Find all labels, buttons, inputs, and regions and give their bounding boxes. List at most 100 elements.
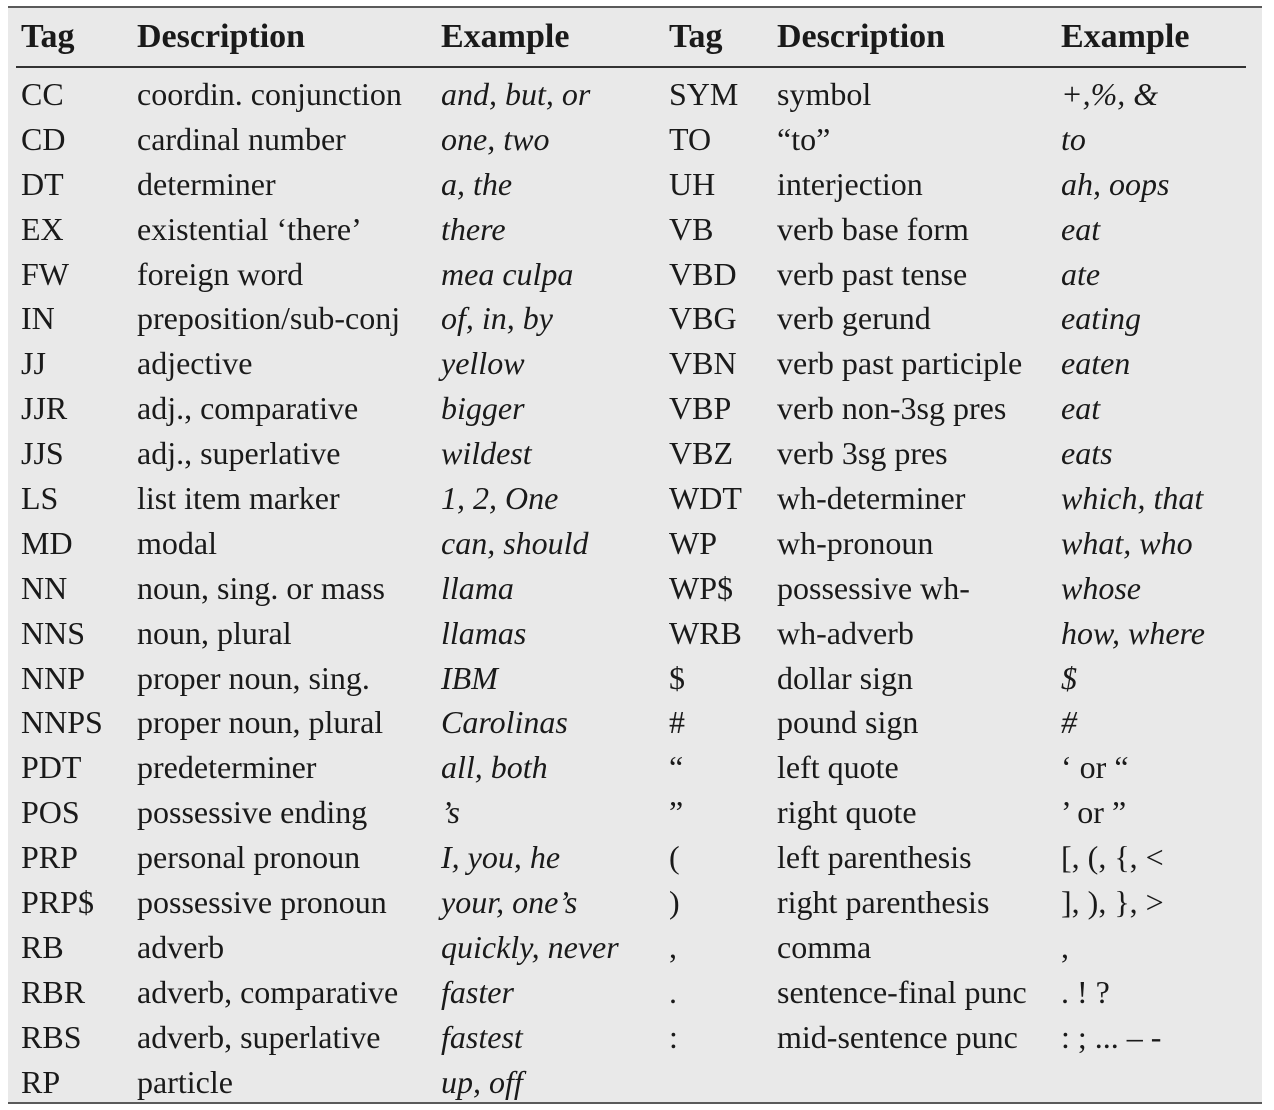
cell-description-left: modal <box>137 524 217 561</box>
cell-description-right: left quote <box>777 749 899 786</box>
cell-example-right: ], ), }, > <box>1061 883 1164 920</box>
cell-example-left: fastest <box>441 1018 523 1055</box>
cell-description-left: personal pronoun <box>137 839 361 876</box>
cell-description-left: possessive pronoun <box>137 883 387 920</box>
cell-example-right: eats <box>1061 435 1113 472</box>
table-row: RP particle up, off <box>16 1060 1246 1105</box>
cell-example-left: llamas <box>441 614 527 651</box>
cell-tag-right: TO <box>669 120 712 157</box>
cell-example-left: faster <box>441 973 514 1010</box>
cell-tag-left: CC <box>21 75 64 112</box>
cell-tag-left: PRP <box>21 839 78 876</box>
cell-description-left: noun, sing. or mass <box>137 569 385 606</box>
cell-example-right: eating <box>1061 300 1141 337</box>
cell-description-right: interjection <box>777 165 923 202</box>
cell-description-left: adverb, superlative <box>137 1018 381 1055</box>
cell-description-left: adjective <box>137 345 253 382</box>
cell-description-left: adverb, comparative <box>137 973 399 1010</box>
header-tag-left: Tag <box>16 8 132 68</box>
cell-description-right: verb gerund <box>777 300 931 337</box>
cell-description-right: right parenthesis <box>777 883 990 920</box>
table-row: NN noun, sing. or mass llama WP$ possessive … <box>16 566 1246 611</box>
table-frame: Tag Description Example Tag Description … <box>8 6 1262 1104</box>
cell-tag-left: PRP$ <box>21 883 94 920</box>
cell-description-left: adverb <box>137 928 225 965</box>
cell-example-right: eat <box>1061 210 1101 247</box>
cell-tag-right: VBG <box>669 300 737 337</box>
cell-description-left: preposition/sub-conj <box>137 300 401 337</box>
header-tag-right: Tag <box>664 8 772 68</box>
pos-tag-table: Tag Description Example Tag Description … <box>16 8 1246 1104</box>
cell-example-left: bigger <box>441 390 525 427</box>
cell-tag-right: VBD <box>669 255 737 292</box>
cell-example-left: all, both <box>441 749 548 786</box>
header-description-right: Description <box>772 8 1056 68</box>
cell-example-left: 1, 2, One <box>441 479 559 516</box>
cell-description-right: wh-determiner <box>777 479 966 516</box>
cell-example-left: Carolinas <box>441 704 568 741</box>
table-row: JJR adj., comparative bigger VBP verb non-3s… <box>16 386 1246 431</box>
cell-description-right: right quote <box>777 794 917 831</box>
cell-description-right: verb base form <box>777 210 969 247</box>
cell-description-left: noun, plural <box>137 614 292 651</box>
cell-description-left: coordin. conjunction <box>137 75 402 112</box>
cell-example-left: mea culpa <box>441 255 574 292</box>
header-row: Tag Description Example Tag Description … <box>16 8 1246 68</box>
cell-tag-left: NNS <box>21 614 86 651</box>
cell-description-right: verb past tense <box>777 255 968 292</box>
table-row: NNPS proper noun, plural Carolinas # pound s… <box>16 700 1246 745</box>
cell-description-right: wh-pronoun <box>777 524 934 561</box>
cell-description-right: comma <box>777 928 872 965</box>
cell-example-right: ’ or ” <box>1061 794 1127 831</box>
table-row: NNP proper noun, sing. IBM $ dollar sign $ <box>16 656 1246 701</box>
cell-example-right: eaten <box>1061 345 1131 382</box>
cell-description-right <box>772 1060 1056 1105</box>
cell-description-right: sentence-final punc <box>777 973 1027 1010</box>
cell-description-left: predeterminer <box>137 749 317 786</box>
cell-example-right: to <box>1061 120 1086 157</box>
cell-example-left: a, the <box>441 165 513 202</box>
table-row: EX existential ‘there’ there VB verb base fo… <box>16 207 1246 252</box>
cell-tag-left: RBR <box>21 973 86 1010</box>
table-row: DT determiner a, the UH interjection ah, oops <box>16 162 1246 207</box>
cell-example-right: how, where <box>1061 614 1205 651</box>
cell-tag-left: CD <box>21 120 66 157</box>
cell-tag-left: JJS <box>21 435 64 472</box>
cell-example-left: IBM <box>441 659 498 696</box>
cell-tag-right: VBP <box>669 390 732 427</box>
table-row: RBS adverb, superlative fastest: mid-senten… <box>16 1015 1246 1060</box>
cell-example-left: of, in, by <box>441 300 553 337</box>
cell-tag-right: WP$ <box>669 569 733 606</box>
cell-description-left: proper noun, plural <box>137 704 384 741</box>
cell-tag-left: JJ <box>21 345 46 382</box>
table-row: PRP personal pronoun I, you, he (left paren… <box>16 835 1246 880</box>
table-row: NNS noun, plural llamas WRB wh-adverb how, wh… <box>16 611 1246 656</box>
table-row: MD modal can, should WP wh-pronoun what, who <box>16 521 1246 566</box>
cell-tag-left: NNPS <box>21 704 103 741</box>
cell-example-left: can, should <box>441 524 589 561</box>
cell-example-right: whose <box>1061 569 1141 606</box>
cell-example-right: which, that <box>1061 479 1204 516</box>
cell-tag-right: : <box>669 1018 678 1055</box>
cell-example-left: yellow <box>441 345 525 382</box>
header-example-right: Example <box>1056 8 1246 68</box>
cell-description-right: wh-adverb <box>777 614 914 651</box>
cell-tag-left: POS <box>21 794 80 831</box>
cell-description-right: dollar sign <box>777 659 913 696</box>
cell-description-left: foreign word <box>137 255 304 292</box>
cell-tag-right: WP <box>669 524 717 561</box>
table-row: IN preposition/sub-conj of, in, by VBG verb … <box>16 296 1246 341</box>
cell-description-right: mid-sentence punc <box>777 1018 1018 1055</box>
table-row: PDT predeterminer all, both “ left quote ‘ or… <box>16 745 1246 790</box>
cell-example-left: your, one’s <box>441 883 578 920</box>
cell-example-right: # <box>1061 704 1077 741</box>
cell-tag-left: RB <box>21 928 64 965</box>
cell-description-left: list item marker <box>137 479 340 516</box>
cell-tag-right: WRB <box>669 614 742 651</box>
cell-example-left: there <box>441 210 506 247</box>
cell-example-right: , <box>1061 928 1069 965</box>
cell-tag-left: MD <box>21 524 73 561</box>
cell-tag-right: VBZ <box>669 435 733 472</box>
cell-tag-right: , <box>669 928 677 965</box>
cell-example-right: $ <box>1061 659 1077 696</box>
